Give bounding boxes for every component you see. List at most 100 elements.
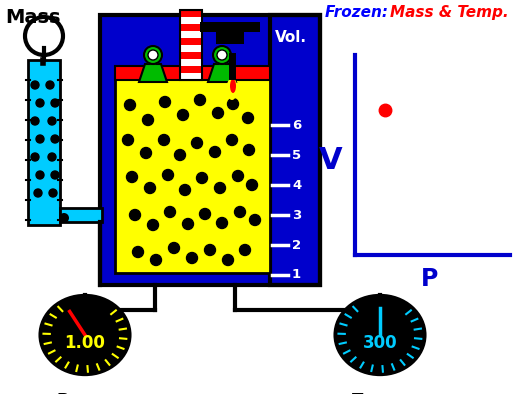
Bar — [180, 10, 202, 80]
Bar — [180, 38, 202, 45]
Circle shape — [36, 135, 44, 143]
Circle shape — [187, 253, 198, 264]
Circle shape — [31, 153, 39, 161]
Circle shape — [34, 189, 42, 197]
Text: 5: 5 — [292, 149, 301, 162]
Circle shape — [150, 255, 162, 266]
Circle shape — [250, 214, 261, 225]
Bar — [180, 52, 202, 59]
Text: Frozen:: Frozen: — [325, 5, 393, 20]
Circle shape — [51, 99, 59, 107]
Circle shape — [159, 134, 170, 145]
Bar — [180, 24, 202, 31]
Circle shape — [51, 135, 59, 143]
Circle shape — [213, 108, 224, 119]
Bar — [200, 22, 260, 32]
Circle shape — [25, 17, 63, 55]
Bar — [28, 60, 60, 225]
Polygon shape — [139, 64, 167, 82]
Circle shape — [133, 247, 144, 258]
Circle shape — [140, 147, 151, 158]
Bar — [115, 78, 270, 273]
Circle shape — [144, 46, 162, 64]
Text: Press.: Press. — [56, 392, 114, 394]
Circle shape — [168, 242, 179, 253]
Bar — [216, 32, 244, 44]
Bar — [180, 73, 202, 80]
Circle shape — [223, 255, 233, 266]
Circle shape — [51, 171, 59, 179]
Circle shape — [49, 189, 57, 197]
Circle shape — [194, 95, 205, 106]
Circle shape — [142, 115, 153, 126]
Polygon shape — [208, 64, 236, 82]
Circle shape — [204, 245, 215, 255]
Circle shape — [197, 173, 207, 184]
Circle shape — [124, 100, 136, 110]
Circle shape — [246, 180, 257, 191]
Ellipse shape — [335, 295, 425, 375]
Circle shape — [191, 138, 202, 149]
Circle shape — [129, 210, 140, 221]
Circle shape — [36, 171, 44, 179]
Circle shape — [175, 149, 186, 160]
Text: Mass: Mass — [5, 8, 60, 27]
Text: 1: 1 — [292, 268, 301, 281]
Bar — [180, 66, 202, 73]
Text: 4: 4 — [292, 178, 301, 191]
Bar — [180, 59, 202, 66]
Bar — [180, 31, 202, 38]
Circle shape — [242, 113, 254, 123]
Circle shape — [228, 98, 239, 110]
Bar — [270, 15, 320, 285]
Circle shape — [217, 50, 227, 60]
Text: Temp.: Temp. — [352, 392, 408, 394]
Circle shape — [200, 208, 211, 219]
Circle shape — [183, 219, 193, 229]
Circle shape — [148, 219, 159, 230]
Bar — [270, 15, 320, 285]
Circle shape — [162, 169, 174, 180]
Circle shape — [160, 97, 171, 108]
Circle shape — [213, 46, 231, 64]
Bar — [60, 208, 102, 222]
Text: Vol.: Vol. — [275, 30, 307, 45]
Circle shape — [46, 81, 54, 89]
Text: 3: 3 — [292, 208, 301, 221]
Ellipse shape — [40, 295, 130, 375]
Circle shape — [243, 145, 254, 156]
Circle shape — [240, 245, 251, 255]
Text: 1.00: 1.00 — [64, 334, 106, 352]
Circle shape — [31, 117, 39, 125]
Circle shape — [123, 134, 134, 145]
Ellipse shape — [227, 78, 238, 100]
Text: 300: 300 — [362, 334, 397, 352]
Circle shape — [48, 153, 56, 161]
Circle shape — [59, 213, 69, 223]
Circle shape — [235, 206, 245, 217]
Text: 6: 6 — [292, 119, 301, 132]
Text: 2: 2 — [292, 238, 301, 251]
Bar — [100, 15, 315, 285]
Circle shape — [148, 50, 158, 60]
Circle shape — [177, 110, 189, 121]
Circle shape — [179, 184, 190, 195]
Circle shape — [145, 182, 155, 193]
Circle shape — [126, 171, 137, 182]
Circle shape — [215, 182, 226, 193]
Bar — [28, 60, 60, 225]
Circle shape — [227, 134, 238, 145]
Circle shape — [216, 217, 228, 229]
Text: P: P — [421, 267, 439, 291]
Circle shape — [36, 99, 44, 107]
Bar — [180, 45, 202, 52]
Ellipse shape — [230, 79, 236, 93]
Circle shape — [31, 81, 39, 89]
Circle shape — [48, 117, 56, 125]
Circle shape — [164, 206, 176, 217]
Circle shape — [210, 147, 220, 158]
Text: V: V — [318, 145, 342, 175]
Bar — [100, 15, 320, 285]
Bar — [115, 66, 270, 80]
Circle shape — [232, 171, 243, 182]
